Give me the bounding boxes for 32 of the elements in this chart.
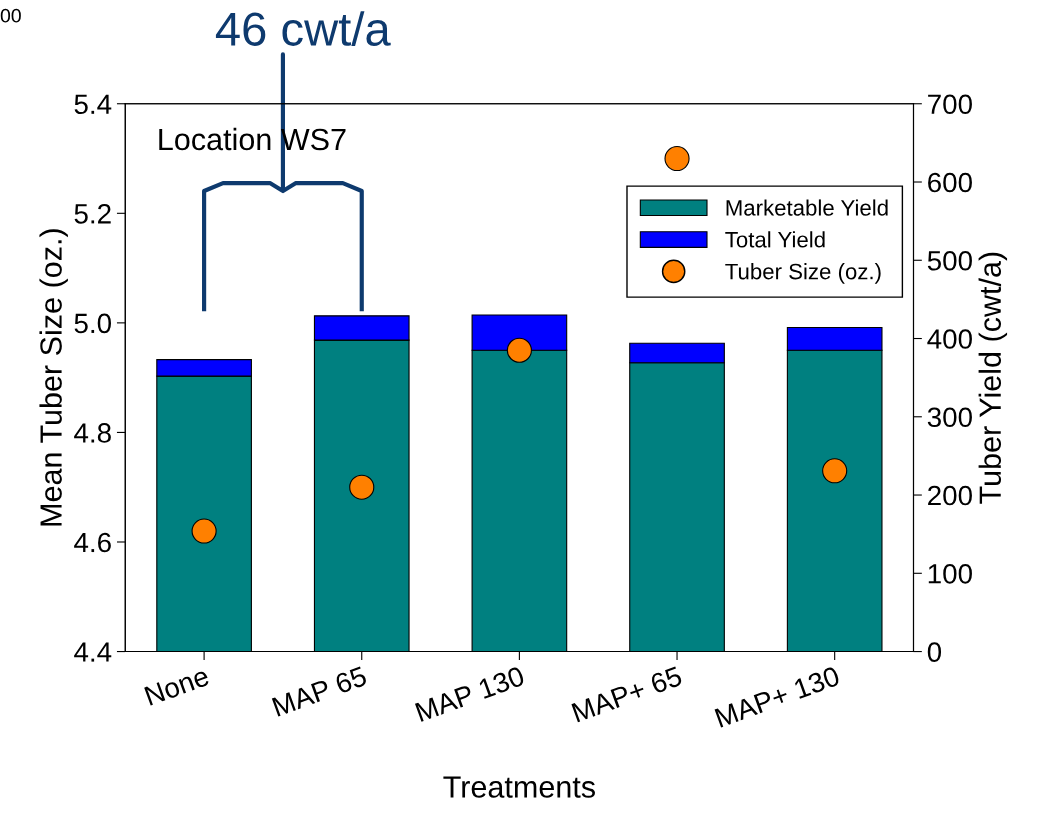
y-tick-label: 4.4 (74, 642, 112, 662)
y2-tick-label: 200 (928, 485, 972, 506)
x-tick-label: MAP 65 (271, 665, 368, 717)
point (506, 337, 532, 363)
point (822, 458, 848, 484)
x-tick-label: MAP+ 130 (714, 665, 841, 728)
text: 00 (0, 8, 21, 23)
legend-label: Tuber Size (oz.) (725, 263, 881, 284)
legend-label: Marketable Yield (726, 199, 888, 216)
point (349, 474, 375, 500)
y-tick-label: 4.8 (74, 423, 111, 443)
y2-tick-label: 100 (928, 563, 972, 584)
y2-tick-label: 0 (927, 642, 942, 662)
y-tick-label: 5.0 (74, 313, 111, 334)
y2-tick-label: 600 (928, 172, 972, 193)
point (191, 518, 217, 544)
legend-label: Total Yield (725, 231, 825, 248)
y2-tick-label: 300 (927, 407, 972, 428)
text: 46 cwt/a (215, 11, 391, 46)
x-tick-label: MAP+ 65 (571, 665, 683, 723)
y2-tick-label: 400 (927, 329, 972, 349)
y2-tick-label: 700 (928, 94, 972, 115)
x-axis-title: Treatments (443, 776, 595, 798)
y2-axis-title: Tuber Yield (cwt/a) (978, 252, 1008, 504)
y-axis-title: Mean Tuber Size (oz.) (39, 229, 68, 526)
x-tick-label: None (144, 666, 210, 706)
y-tick-label: 4.6 (74, 532, 111, 553)
x-tick-label: MAP 130 (414, 665, 526, 723)
point (664, 145, 690, 172)
y-tick-label: 5.4 (74, 94, 112, 115)
y2-tick-label: 500 (927, 250, 972, 271)
y-tick-label: 5.2 (74, 203, 111, 224)
